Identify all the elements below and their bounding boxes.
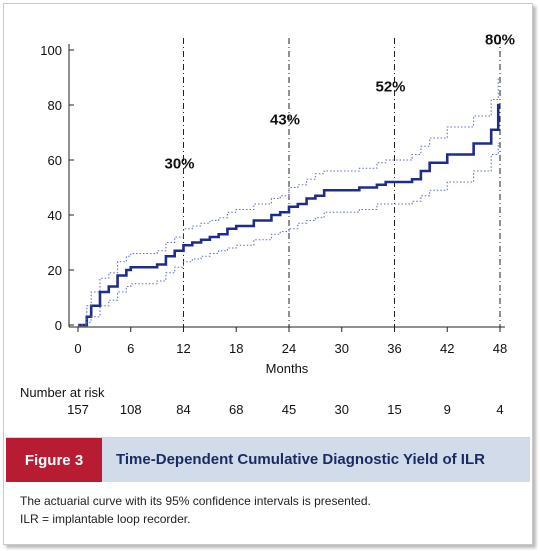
- number-at-risk-value: 15: [387, 402, 402, 417]
- figure-title: Time-Dependent Cumulative Diagnostic Yie…: [116, 451, 485, 468]
- x-tick-label: 30: [335, 341, 349, 356]
- survival-chart: 0 20 40 60 80 100 0 6 12 18 24 30 36 42 48 30% 43% 52% 8…: [40, 32, 515, 377]
- y-tick-label: 100: [40, 43, 62, 58]
- reference-label-24: 43%: [270, 111, 300, 128]
- y-tick-label: 0: [55, 318, 62, 333]
- x-tick-label: 24: [282, 341, 296, 356]
- y-tick-label: 60: [48, 153, 62, 168]
- reference-label-12: 30%: [164, 155, 194, 172]
- figure-caption: The actuarial curve with its 95% confide…: [20, 492, 371, 528]
- x-axis-label: Months: [266, 361, 309, 376]
- number-at-risk-value: 30: [334, 402, 349, 417]
- number-at-risk-title: Number at risk: [20, 385, 105, 400]
- figure-label: Figure 3: [6, 438, 102, 482]
- y-tick-label: 40: [48, 208, 62, 223]
- caption-line-1: The actuarial curve with its 95% confide…: [20, 494, 371, 508]
- y-axis: 0 20 40 60 80 100: [40, 43, 74, 333]
- y-tick-label: 20: [48, 263, 62, 278]
- x-axis: 0 6 12 18 24 30 36 42 48: [69, 326, 507, 356]
- x-tick-label: 42: [440, 341, 454, 356]
- number-at-risk-value: 108: [119, 402, 142, 417]
- number-at-risk-value: 9: [443, 402, 451, 417]
- upper-ci-curve: [78, 76, 500, 326]
- series-layer: [78, 76, 500, 327]
- number-at-risk-value: 157: [67, 402, 89, 417]
- x-tick-label: 6: [127, 341, 134, 356]
- number-at-risk-value: 84: [176, 402, 191, 417]
- reference-lines: 30% 43% 52% 80%: [164, 32, 515, 327]
- y-tick-label: 80: [48, 98, 62, 113]
- x-ticks: 0 6 12 18 24 30 36 42 48: [74, 327, 507, 356]
- number-at-risk-value: 45: [281, 402, 297, 417]
- figure-title-bar: Figure 3 Time-Dependent Cumulative Diagn…: [6, 437, 530, 482]
- estimate-curve: [78, 103, 500, 327]
- number-at-risk-value: 68: [229, 402, 244, 417]
- x-tick-label: 18: [229, 341, 243, 356]
- caption-line-2: ILR = implantable loop recorder.: [20, 512, 191, 526]
- reference-label-48: 80%: [485, 32, 515, 49]
- x-tick-label: 12: [176, 341, 190, 356]
- x-tick-label: 36: [387, 341, 401, 356]
- x-tick-label: 48: [493, 341, 507, 356]
- number-at-risk-value: 4: [496, 402, 504, 417]
- x-tick-label: 0: [74, 341, 81, 356]
- y-ticks: 0 20 40 60 80 100: [40, 43, 74, 333]
- reference-label-36: 52%: [375, 78, 405, 95]
- lower-ci-curve: [78, 142, 500, 326]
